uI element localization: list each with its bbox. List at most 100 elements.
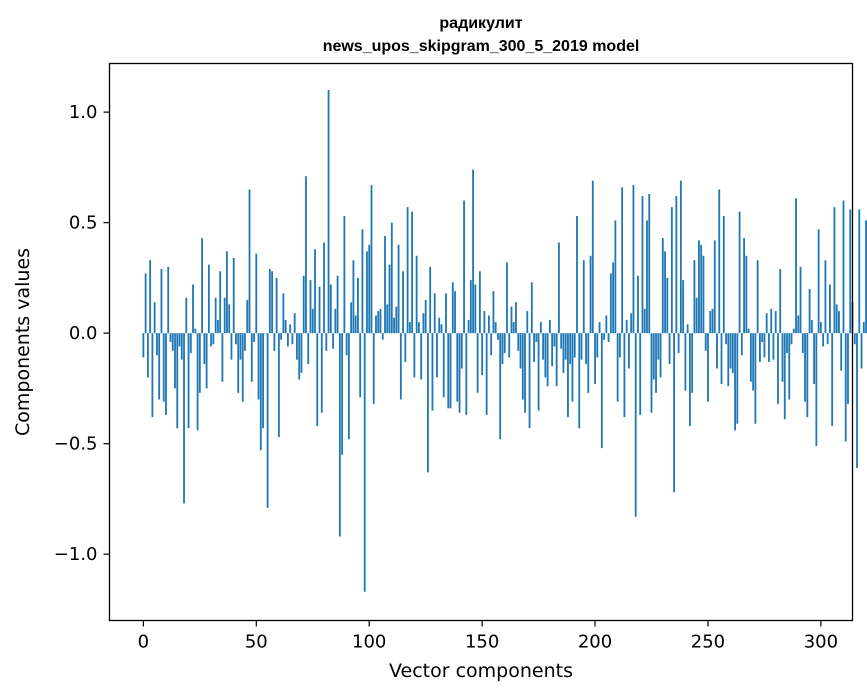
bar <box>818 229 820 333</box>
bar <box>312 309 314 333</box>
bar <box>436 333 438 377</box>
bar <box>176 333 178 428</box>
bar <box>813 333 815 384</box>
bar <box>549 320 551 333</box>
bar <box>314 249 316 333</box>
bar <box>540 322 542 333</box>
bar <box>416 256 418 333</box>
bar <box>838 311 840 333</box>
bar <box>441 324 443 333</box>
bar <box>608 333 610 342</box>
bar <box>660 333 662 377</box>
bar <box>741 333 743 355</box>
bar <box>664 251 666 333</box>
bar <box>425 300 427 333</box>
bar <box>766 313 768 333</box>
bar <box>493 291 495 333</box>
bar <box>483 311 485 333</box>
bar <box>678 333 680 353</box>
bar <box>535 333 537 342</box>
bar <box>386 304 388 333</box>
bar <box>646 220 648 333</box>
bar <box>657 333 659 360</box>
x-tick-label: 200 <box>578 632 612 653</box>
y-tick-label: −1.0 <box>54 544 98 565</box>
bar <box>764 333 766 357</box>
bar <box>219 271 221 333</box>
bar <box>759 333 761 362</box>
bar <box>506 262 508 333</box>
bar <box>339 333 341 536</box>
bar <box>237 333 239 393</box>
bar <box>544 333 546 377</box>
bar <box>804 333 806 402</box>
chart-title: радикулит <box>439 15 522 32</box>
bar <box>474 285 476 334</box>
bar <box>707 333 709 402</box>
bar <box>427 333 429 472</box>
bar <box>212 333 214 344</box>
x-axis-label: Vector components <box>389 660 573 682</box>
bar <box>856 333 858 468</box>
bar <box>725 333 727 344</box>
bar <box>413 333 415 377</box>
bar <box>398 245 400 333</box>
bar <box>391 223 393 334</box>
bar <box>246 300 248 333</box>
bar <box>675 196 677 333</box>
bar <box>730 333 732 368</box>
bar <box>192 285 194 334</box>
bar <box>542 333 544 360</box>
bar <box>696 298 698 333</box>
bar <box>558 243 560 334</box>
bar <box>705 333 707 351</box>
bar <box>343 216 345 333</box>
bar <box>215 298 217 333</box>
bar <box>249 189 251 333</box>
bar <box>495 322 497 333</box>
bar <box>614 220 616 333</box>
bar <box>671 207 673 333</box>
bar <box>253 333 255 342</box>
bar <box>639 333 641 415</box>
bar <box>820 322 822 333</box>
bar <box>644 309 646 333</box>
bar <box>840 333 842 371</box>
bar <box>321 333 323 413</box>
bar <box>517 333 519 351</box>
bar <box>481 333 483 375</box>
bar <box>806 333 808 417</box>
bar <box>330 285 332 334</box>
bar <box>203 333 205 364</box>
bar <box>628 333 630 368</box>
bar <box>587 333 589 393</box>
bar <box>328 90 330 333</box>
bar <box>583 260 585 333</box>
bar <box>581 333 583 360</box>
bar <box>662 238 664 333</box>
bar <box>669 333 671 364</box>
bar <box>323 243 325 334</box>
bar <box>341 333 343 455</box>
y-axis-label: Components values <box>12 248 34 436</box>
bar <box>673 333 675 492</box>
bar <box>404 333 406 362</box>
bar <box>231 333 233 360</box>
bar <box>504 333 506 353</box>
bar <box>459 333 461 413</box>
bar <box>508 333 510 357</box>
bar <box>409 322 411 333</box>
bar <box>488 315 490 333</box>
bar <box>651 333 653 413</box>
bar <box>359 333 361 397</box>
x-tick-label: 300 <box>804 632 838 653</box>
bar <box>434 293 436 333</box>
bar <box>260 333 262 450</box>
bar <box>149 260 151 333</box>
bar <box>599 322 601 333</box>
bar <box>556 333 558 386</box>
bar <box>684 333 686 390</box>
bar <box>287 333 289 346</box>
bar <box>235 333 237 344</box>
